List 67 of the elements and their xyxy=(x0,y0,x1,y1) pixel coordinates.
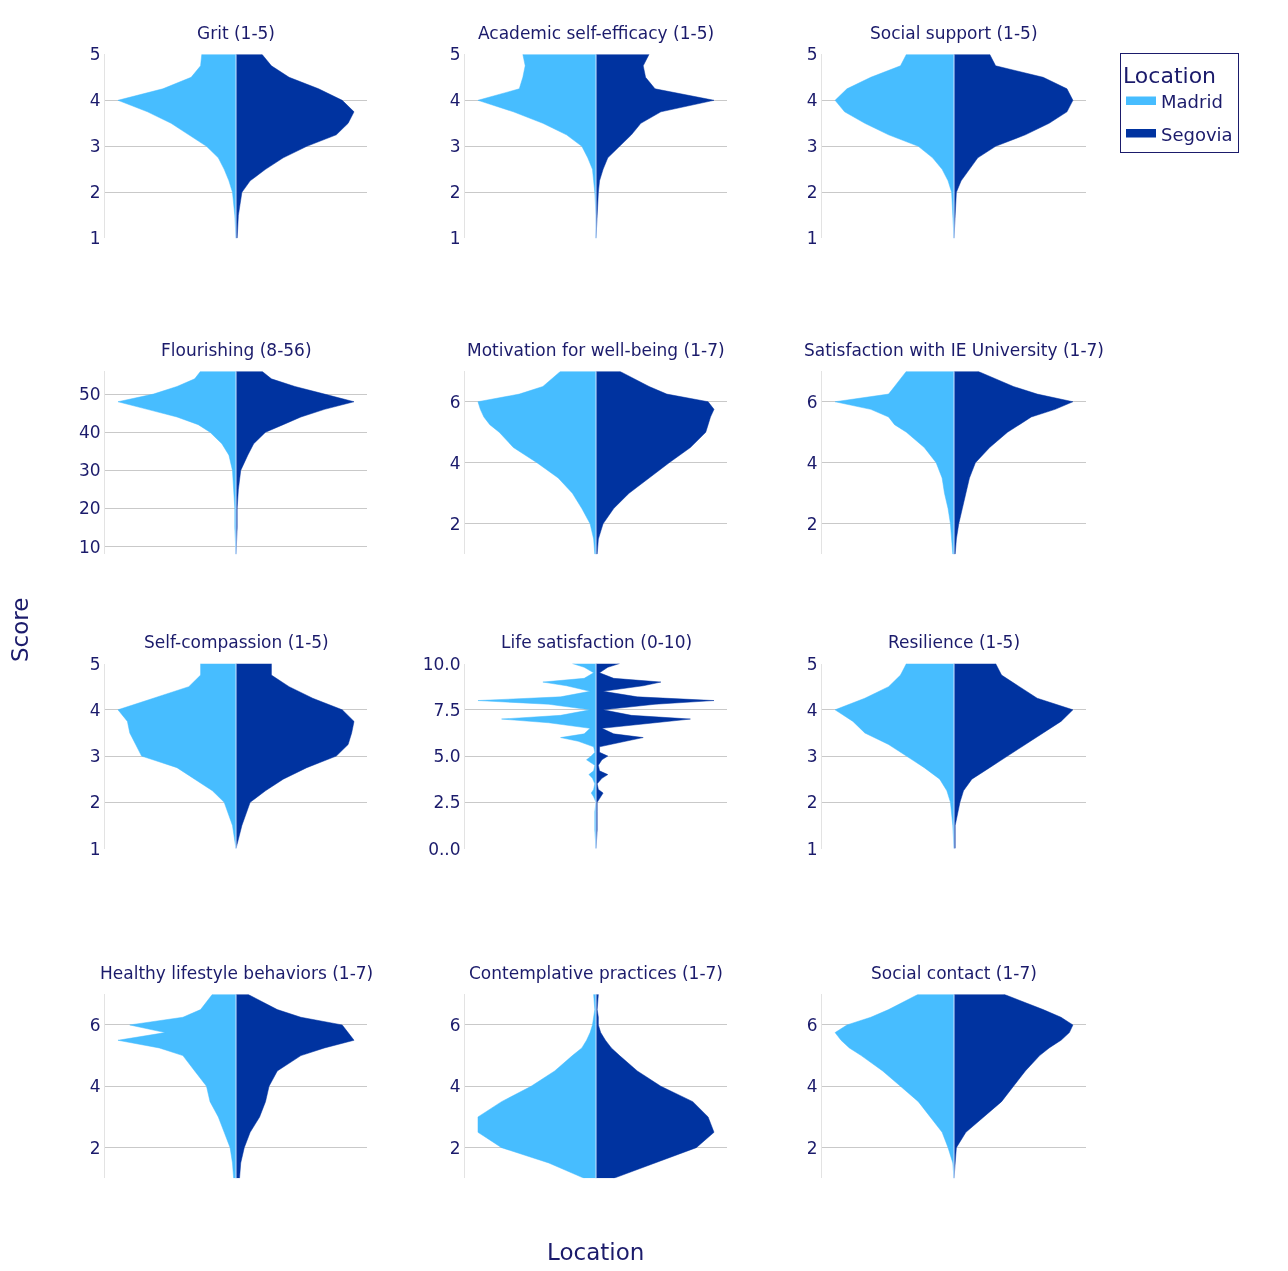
y-tick-label: 20 xyxy=(78,498,101,519)
y-tick-label: 40 xyxy=(78,422,101,443)
y-tick-label: 1 xyxy=(806,838,818,859)
y-tick-label: 2 xyxy=(806,792,818,813)
y-tick-label: 3 xyxy=(89,746,101,767)
y-tick-label: 10 xyxy=(78,536,101,557)
chart-title: Satisfaction with IE University (1-7) xyxy=(804,340,1104,360)
y-tick-label: 5.0 xyxy=(433,746,461,767)
y-tick-label: 3 xyxy=(806,136,818,157)
legend-label: Segovia xyxy=(1161,123,1233,145)
y-tick-label: 5 xyxy=(806,44,818,65)
y-tick-label: 5 xyxy=(89,653,101,674)
y-tick-label: 4 xyxy=(806,1076,818,1097)
y-tick-label: 4 xyxy=(449,452,461,473)
y-tick-label: 5 xyxy=(449,44,461,65)
y-tick-label: 6 xyxy=(806,391,818,412)
y-tick-label: 3 xyxy=(449,136,461,157)
y-tick-label: 2.5 xyxy=(433,792,461,813)
y-tick-label: 4 xyxy=(806,90,818,111)
y-tick-label: 2 xyxy=(449,182,461,203)
y-tick-label: 2 xyxy=(449,513,461,534)
y-tick-label: 3 xyxy=(806,746,818,767)
y-tick-label: 2 xyxy=(806,513,818,534)
y-tick-label: 4 xyxy=(806,699,818,720)
legend-label: Madrid xyxy=(1161,91,1223,113)
y-tick-label: 2 xyxy=(449,1137,461,1158)
chart-title: Academic self-efficacy (1-5) xyxy=(478,23,715,43)
y-tick-label: 4 xyxy=(89,699,101,720)
y-tick-label: 2 xyxy=(89,182,101,203)
y-tick-label: 6 xyxy=(89,1014,101,1035)
y-tick-label: 6 xyxy=(806,1014,818,1035)
chart-title: Flourishing (8-56) xyxy=(161,340,312,360)
legend-title: Location xyxy=(1123,62,1217,88)
y-tick-label: 5 xyxy=(806,653,818,674)
y-tick-label: 4 xyxy=(449,90,461,111)
y-tick-label: 2 xyxy=(806,1137,818,1158)
y-tick-label: 0..0 xyxy=(428,838,461,859)
y-tick-label: 50 xyxy=(78,384,101,405)
y-tick-label: 1 xyxy=(806,228,818,249)
chart-title: Social support (1-5) xyxy=(870,23,1038,43)
y-tick-label: 4 xyxy=(89,90,101,111)
y-tick-label: 2 xyxy=(89,792,101,813)
y-tick-label: 4 xyxy=(89,1076,101,1097)
y-tick-label: 30 xyxy=(78,460,101,481)
chart-title: Healthy lifestyle behaviors (1-7) xyxy=(100,963,374,983)
y-tick-label: 4 xyxy=(449,1076,461,1097)
chart-title: Grit (1-5) xyxy=(197,23,275,43)
y-tick-label: 1 xyxy=(89,838,101,859)
chart-title: Life satisfaction (0-10) xyxy=(501,632,693,652)
y-tick-label: 2 xyxy=(806,182,818,203)
y-tick-label: 6 xyxy=(449,1014,461,1035)
y-tick-label: 4 xyxy=(806,452,818,473)
y-axis-title: Score xyxy=(6,597,33,663)
x-axis-title: Location xyxy=(547,1239,645,1265)
y-tick-label: 1 xyxy=(89,228,101,249)
y-tick-label: 5 xyxy=(89,44,101,65)
y-tick-label: 10.0 xyxy=(422,653,461,674)
chart-title: Contemplative practices (1-7) xyxy=(469,963,724,983)
chart-title: Social contact (1-7) xyxy=(871,963,1037,983)
y-tick-label: 3 xyxy=(89,136,101,157)
y-tick-label: 2 xyxy=(89,1137,101,1158)
chart-title: Self-compassion (1-5) xyxy=(144,632,329,652)
chart-title: Motivation for well-being (1-7) xyxy=(467,340,725,360)
y-tick-label: 7.5 xyxy=(433,699,461,720)
y-tick-label: 6 xyxy=(449,391,461,412)
y-tick-label: 1 xyxy=(449,228,461,249)
chart-title: Resilience (1-5) xyxy=(888,632,1021,652)
